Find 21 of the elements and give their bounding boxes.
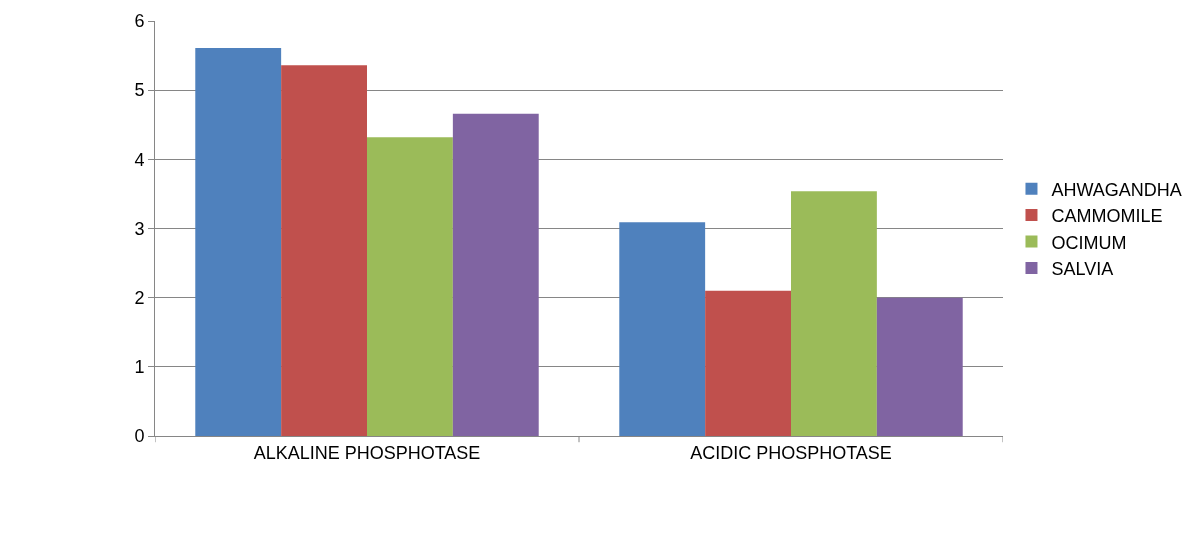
y-tick-label: 3 bbox=[134, 218, 145, 239]
y-tick-label: 1 bbox=[134, 357, 145, 378]
legend-label: OCIMUM bbox=[1051, 232, 1127, 253]
x-tick-label: ALKALINE PHOSPHOTASE bbox=[253, 442, 481, 463]
bar bbox=[619, 222, 706, 436]
legend-label: AHWAGANDHA bbox=[1051, 179, 1182, 200]
bar bbox=[367, 137, 453, 436]
y-tick-label: 4 bbox=[134, 149, 145, 170]
bar bbox=[195, 47, 282, 436]
y-tick-label: 5 bbox=[134, 80, 145, 101]
legend-label: SALVIA bbox=[1051, 258, 1114, 279]
legend-label: CAMMOMILE bbox=[1051, 206, 1163, 227]
bar bbox=[452, 113, 539, 436]
bar bbox=[791, 191, 877, 436]
y-tick-label: 2 bbox=[134, 287, 145, 308]
bar bbox=[876, 297, 963, 436]
y-tick-label: 6 bbox=[134, 11, 145, 32]
bar bbox=[705, 290, 791, 436]
bar bbox=[281, 65, 367, 436]
x-tick-label: ACIDIC PHOSPHOTASE bbox=[690, 442, 892, 463]
y-tick-label: 0 bbox=[134, 426, 145, 447]
